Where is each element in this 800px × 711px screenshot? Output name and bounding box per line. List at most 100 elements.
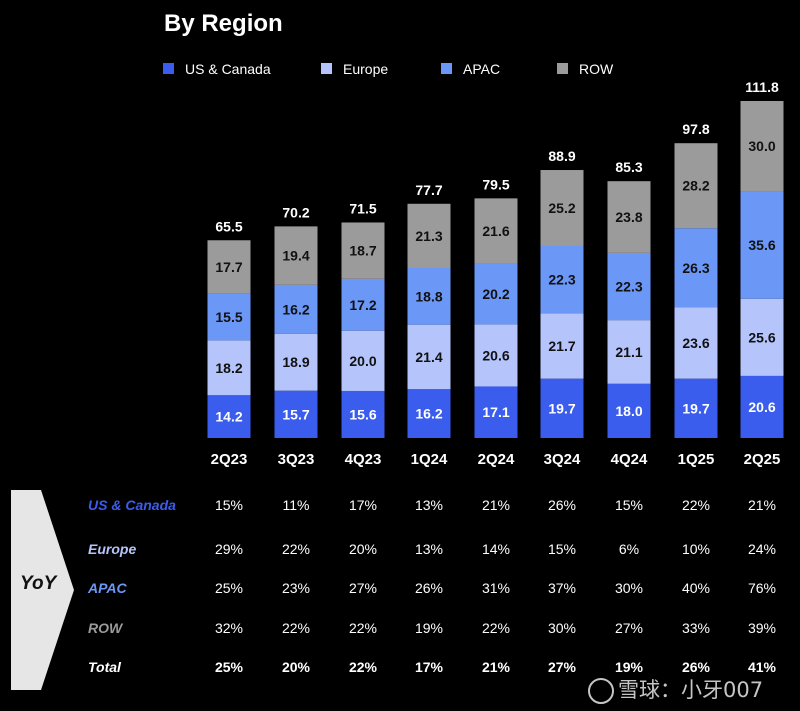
segment-value-label: 23.6	[682, 335, 709, 351]
x-tick-label: 2Q25	[744, 451, 781, 468]
yoy-cell: 40%	[681, 580, 711, 596]
x-tick-label: 1Q24	[411, 451, 448, 468]
yoy-cell: 37%	[547, 580, 577, 596]
yoy-cell: 22%	[281, 541, 311, 557]
yoy-cell: 13%	[414, 541, 444, 557]
watermark-text: 雪球：小牙007	[618, 678, 764, 702]
bar-total-label: 77.7	[415, 182, 442, 198]
segment-value-label: 21.1	[615, 344, 642, 360]
segment-value-label: 28.2	[682, 178, 709, 194]
x-tick-label: 4Q24	[611, 451, 648, 468]
bar-segment	[607, 320, 651, 384]
yoy-cell: 27%	[614, 620, 644, 636]
yoy-cell: 30%	[614, 580, 644, 596]
segment-value-label: 30.0	[748, 138, 775, 154]
yoy-cell: 23%	[281, 580, 311, 596]
bar-segment	[407, 203, 451, 268]
yoy-cell: 33%	[681, 620, 711, 636]
bar-segment	[341, 278, 385, 331]
bar-segment	[674, 228, 718, 308]
yoy-cell: 21%	[481, 497, 511, 513]
yoy-cell: 22%	[481, 620, 511, 636]
segment-value-label: 18.7	[349, 243, 376, 259]
yoy-cell: 10%	[681, 541, 711, 557]
yoy-cell: 19%	[414, 620, 444, 636]
segment-value-label: 16.2	[282, 301, 309, 317]
segment-value-label: 22.3	[548, 272, 575, 288]
yoy-cell: 27%	[348, 580, 378, 596]
bar-segment	[540, 170, 584, 246]
bar-segment	[341, 390, 385, 438]
bar-total-label: 79.5	[482, 176, 509, 192]
legend-label: ROW	[579, 61, 614, 77]
bar-segment	[207, 395, 251, 438]
yoy-arrow-shape	[11, 490, 74, 690]
bar-segment	[474, 324, 518, 387]
segment-value-label: 17.7	[215, 259, 242, 275]
legend-swatch	[163, 63, 174, 74]
yoy-cell: 15%	[547, 541, 577, 557]
bar-segment	[607, 252, 651, 321]
yoy-cell: 26%	[681, 659, 711, 675]
segment-value-label: 18.9	[282, 354, 309, 370]
yoy-row-label: APAC	[88, 580, 127, 596]
legend-label: APAC	[463, 61, 500, 77]
segment-value-label: 18.2	[215, 360, 242, 376]
yoy-cell: 21%	[747, 497, 777, 513]
bar-segment	[207, 293, 251, 341]
bar-segment	[607, 181, 651, 253]
yoy-cell: 29%	[214, 541, 244, 557]
yoy-cell: 25%	[214, 659, 244, 675]
yoy-cell: 17%	[348, 497, 378, 513]
bar-total-label: 111.8	[745, 79, 779, 95]
segment-value-label: 21.7	[548, 338, 575, 354]
segment-value-label: 20.6	[748, 399, 775, 415]
bar-segment	[341, 222, 385, 279]
bar-segment	[207, 340, 251, 396]
bar-total-label: 71.5	[349, 200, 376, 216]
segment-value-label: 15.5	[215, 309, 242, 325]
segment-value-label: 35.6	[748, 237, 775, 253]
x-tick-label: 2Q23	[211, 451, 248, 468]
yoy-row-label: US & Canada	[88, 497, 176, 513]
yoy-row-label: Europe	[88, 541, 137, 557]
yoy-cell: 19%	[614, 659, 644, 675]
yoy-cell: 15%	[614, 497, 644, 513]
segment-value-label: 20.0	[349, 353, 376, 369]
watermark: 雪球：小牙007	[588, 674, 763, 704]
bar-segment	[740, 298, 784, 376]
yoy-cell: 21%	[481, 659, 511, 675]
yoy-cell: 14%	[481, 541, 511, 557]
bar-segment	[274, 333, 318, 391]
legend-swatch	[441, 63, 452, 74]
segment-value-label: 25.2	[548, 200, 575, 216]
segment-value-label: 22.3	[615, 279, 642, 295]
bar-segment	[407, 324, 451, 390]
x-tick-label: 3Q23	[278, 451, 315, 468]
yoy-cell: 30%	[547, 620, 577, 636]
yoy-cell: 11%	[282, 497, 310, 513]
bar-segment	[474, 386, 518, 438]
page-title: By Region	[164, 10, 283, 37]
segment-value-label: 21.4	[415, 349, 442, 365]
bar-total-label: 88.9	[548, 148, 575, 164]
yoy-cell: 22%	[681, 497, 711, 513]
yoy-cell: 41%	[747, 659, 777, 675]
yoy-cell: 6%	[618, 541, 640, 557]
yoy-row-label: Total	[88, 659, 121, 675]
yoy-cell: 22%	[348, 620, 378, 636]
segment-value-label: 17.2	[349, 297, 376, 313]
legend-swatch	[321, 63, 332, 74]
yoy-cell: 39%	[747, 620, 777, 636]
segment-value-label: 19.7	[548, 400, 575, 416]
yoy-cell: 27%	[547, 659, 577, 675]
bar-segment	[274, 284, 318, 334]
legend-swatch	[557, 63, 568, 74]
segment-value-label: 25.6	[748, 329, 775, 345]
bar-segment	[540, 245, 584, 314]
stacked-bar-chart: US & Canada Europe APAC ROW 14.2 18.2 15.5 17.7…	[163, 61, 784, 468]
x-tick-label: 1Q25	[678, 451, 715, 468]
x-tick-label: 3Q24	[544, 451, 581, 468]
bar-segment	[740, 191, 784, 299]
yoy-cell: 20%	[281, 659, 311, 675]
